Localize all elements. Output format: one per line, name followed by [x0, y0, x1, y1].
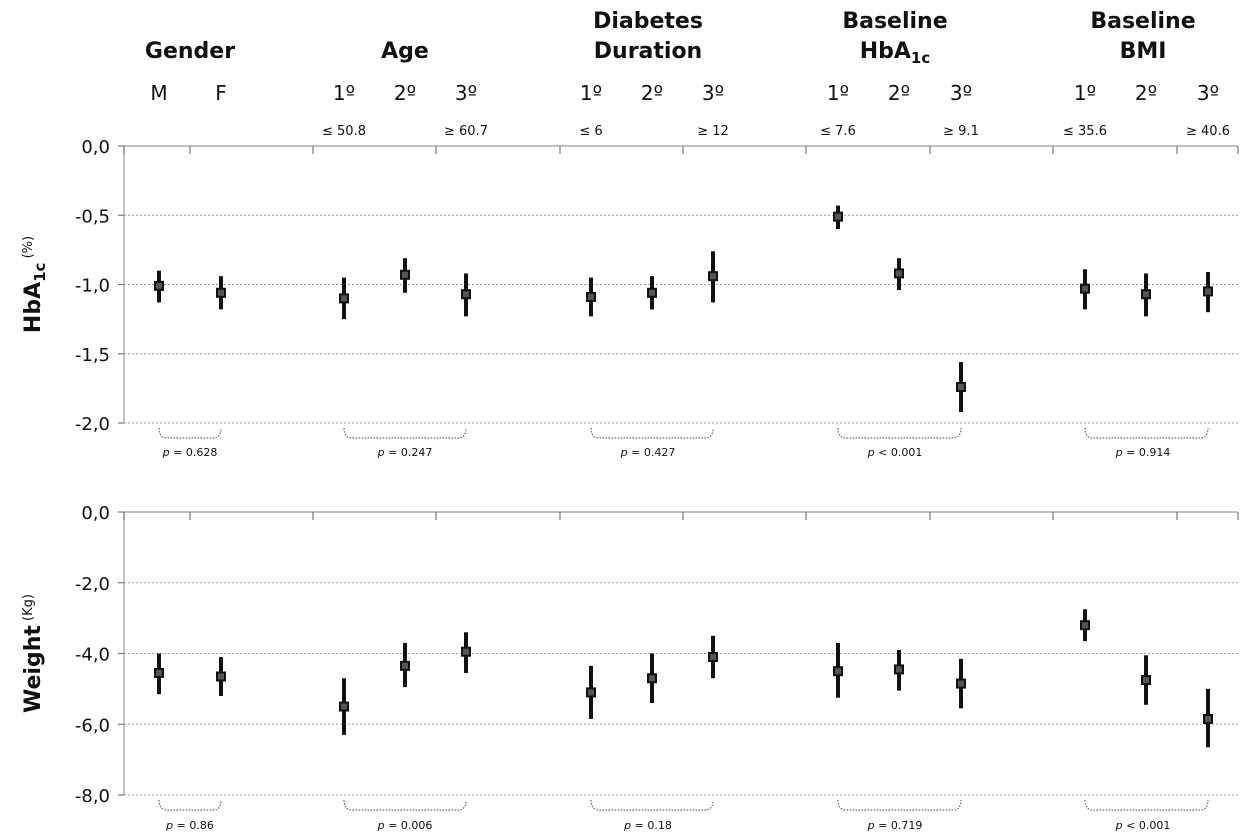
group-bracket	[837, 427, 962, 439]
group-bracket	[343, 799, 467, 811]
data-point	[956, 678, 966, 689]
level-label: 2º	[394, 81, 416, 105]
y-axis-label: HbA1c (%)	[21, 236, 49, 333]
data-point	[647, 287, 657, 298]
group-bracket	[837, 799, 962, 811]
y-tick-label: -1,5	[75, 345, 110, 366]
group-bracket	[1084, 799, 1209, 811]
group-title-line1: Baseline	[842, 9, 947, 34]
y-tick-label: 0,0	[81, 137, 110, 158]
p-value-label: p = 0.18	[623, 819, 672, 832]
data-point	[461, 646, 471, 657]
level-label: 2º	[888, 81, 910, 105]
threshold-label: ≤ 7.6	[820, 124, 856, 139]
level-label: 2º	[1135, 81, 1157, 105]
data-point	[154, 280, 164, 291]
group-bracket	[590, 427, 714, 439]
y-tick-label: -6,0	[75, 715, 110, 736]
data-point	[216, 287, 226, 298]
data-point	[833, 666, 843, 677]
data-point	[956, 381, 966, 392]
p-value-label: p < 0.001	[867, 446, 923, 459]
weight-panel: 0,0 -2,0 -4,0 -6,0 -8,0 Weight (Kg) p = 0.86 p …	[21, 503, 1239, 832]
data-point	[647, 673, 657, 684]
group-title-line1: Diabetes	[593, 9, 703, 34]
p-value-label: p = 0.427	[620, 446, 676, 459]
level-label: 2º	[641, 81, 663, 105]
data-point	[154, 667, 164, 678]
data-point	[1203, 286, 1213, 297]
y-axis-label: Weight (Kg)	[21, 594, 46, 713]
y-tick-label: 0,0	[81, 503, 110, 524]
data-point	[894, 664, 904, 675]
level-label: 3º	[702, 81, 724, 105]
y-tick-label: -1,0	[75, 276, 110, 297]
threshold-label: ≤ 35.6	[1063, 124, 1107, 139]
y-tick-label: -8,0	[75, 786, 110, 807]
level-label: 3º	[1197, 81, 1219, 105]
p-value-label: p < 0.001	[1115, 819, 1171, 832]
data-point	[339, 293, 349, 304]
data-point	[586, 291, 596, 302]
y-tick-label: -2,0	[75, 574, 110, 595]
data-point	[216, 671, 226, 682]
data-point	[1203, 713, 1213, 724]
group-bracket	[158, 427, 222, 439]
group-bracket	[590, 799, 714, 811]
y-tick-label: -4,0	[75, 645, 110, 666]
group-bracket	[158, 799, 222, 811]
y-tick-label: -0,5	[75, 206, 110, 227]
data-point	[708, 652, 718, 663]
level-label: 1º	[580, 81, 602, 105]
threshold-label: ≥ 60.7	[444, 124, 488, 139]
data-point	[1141, 289, 1151, 300]
group-title-line2: HbA1c	[860, 39, 931, 67]
level-label: M	[150, 81, 167, 105]
threshold-label: ≥ 40.6	[1186, 124, 1230, 139]
group-title: Age	[381, 39, 429, 64]
group-bracket	[343, 427, 467, 439]
data-point	[586, 687, 596, 698]
group-title-line2: BMI	[1120, 39, 1167, 64]
data-point	[339, 701, 349, 712]
group-title-line2: Duration	[594, 39, 702, 64]
data-point	[833, 211, 843, 222]
column-header: Gender M F Age 1º ≤ 50.8 2º 3º ≥ 60.7 Diabetes Dur…	[145, 9, 1230, 139]
level-label: 1º	[333, 81, 355, 105]
y-tick-label: -2,0	[75, 414, 110, 435]
p-value-label: p = 0.86	[165, 819, 214, 832]
data-point	[1080, 283, 1090, 294]
hba1c-panel: 0,0 -0,5 -1,0 -1,5 -2,0 HbA1c (%) p = 0.628 p =…	[21, 137, 1239, 459]
data-point	[894, 268, 904, 279]
level-label: 1º	[1074, 81, 1096, 105]
data-point	[708, 271, 718, 282]
threshold-label: ≤ 50.8	[322, 124, 366, 139]
data-point	[400, 269, 410, 280]
group-bracket	[1084, 427, 1209, 439]
p-value-label: p = 0.628	[162, 446, 218, 459]
data-point	[461, 289, 471, 300]
p-value-label: p = 0.247	[377, 446, 433, 459]
data-point	[1141, 675, 1151, 686]
threshold-label: ≤ 6	[579, 124, 602, 139]
level-label: 3º	[455, 81, 477, 105]
level-label: F	[215, 81, 227, 105]
p-value-label: p = 0.914	[1115, 446, 1171, 459]
group-title-line1: Baseline	[1090, 9, 1195, 34]
group-title: Gender	[145, 39, 235, 64]
p-value-label: p = 0.719	[867, 819, 923, 832]
data-point	[400, 660, 410, 671]
p-value-label: p = 0.006	[377, 819, 433, 832]
threshold-label: ≥ 12	[697, 124, 729, 139]
level-label: 1º	[827, 81, 849, 105]
threshold-label: ≥ 9.1	[943, 124, 979, 139]
level-label: 3º	[950, 81, 972, 105]
data-point	[1080, 620, 1090, 631]
